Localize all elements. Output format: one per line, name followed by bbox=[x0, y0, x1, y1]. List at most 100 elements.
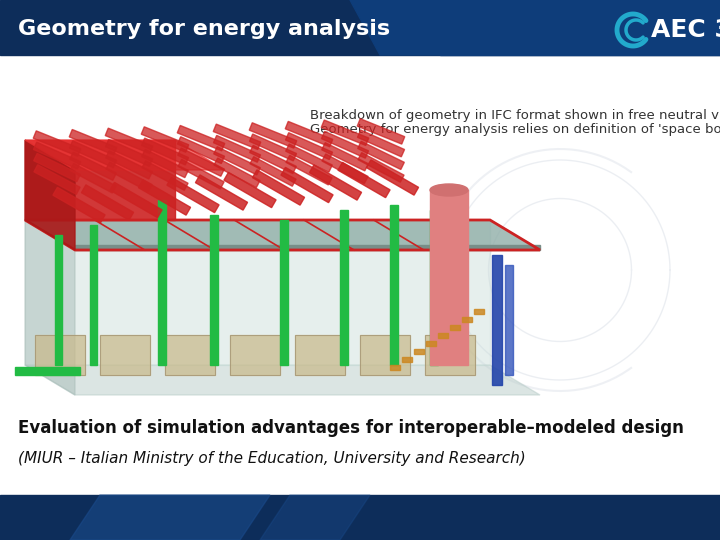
Polygon shape bbox=[33, 142, 81, 169]
Polygon shape bbox=[81, 185, 134, 220]
Bar bbox=[55, 235, 62, 365]
Bar bbox=[230, 335, 280, 375]
Bar bbox=[210, 215, 218, 365]
Polygon shape bbox=[25, 220, 540, 250]
Polygon shape bbox=[70, 152, 117, 180]
Polygon shape bbox=[253, 170, 305, 205]
Bar bbox=[340, 210, 348, 365]
Bar bbox=[158, 200, 166, 365]
Bar bbox=[35, 335, 85, 375]
Polygon shape bbox=[357, 119, 405, 144]
Polygon shape bbox=[350, 0, 500, 55]
Polygon shape bbox=[357, 130, 405, 157]
Polygon shape bbox=[358, 153, 404, 182]
Bar bbox=[35, 335, 85, 375]
Bar bbox=[462, 317, 472, 322]
Text: Geometry for energy analysis relies on definition of 'space boundaries': Geometry for energy analysis relies on d… bbox=[310, 124, 720, 137]
Polygon shape bbox=[250, 145, 297, 173]
Polygon shape bbox=[25, 140, 225, 170]
Polygon shape bbox=[25, 140, 75, 250]
Polygon shape bbox=[110, 183, 162, 218]
Bar bbox=[430, 190, 468, 365]
Polygon shape bbox=[250, 157, 296, 186]
Polygon shape bbox=[321, 120, 369, 145]
Polygon shape bbox=[106, 151, 153, 179]
Text: Geometry for energy analysis: Geometry for energy analysis bbox=[18, 19, 390, 39]
Text: Breakdown of geometry in IFC format shown in free neutral viewer: Breakdown of geometry in IFC format show… bbox=[310, 109, 720, 122]
Bar bbox=[440, 0, 720, 55]
Bar bbox=[430, 210, 438, 365]
Bar bbox=[505, 265, 513, 375]
Bar bbox=[165, 335, 215, 375]
Polygon shape bbox=[33, 131, 81, 156]
Bar bbox=[15, 367, 80, 375]
Polygon shape bbox=[25, 220, 75, 395]
Bar bbox=[360, 335, 410, 375]
Polygon shape bbox=[34, 165, 80, 194]
Polygon shape bbox=[142, 150, 189, 178]
Polygon shape bbox=[322, 143, 369, 171]
Polygon shape bbox=[224, 172, 276, 208]
Polygon shape bbox=[214, 158, 260, 187]
Polygon shape bbox=[69, 130, 117, 155]
Bar bbox=[295, 335, 345, 375]
Bar bbox=[414, 349, 424, 354]
Polygon shape bbox=[322, 154, 368, 184]
Bar bbox=[438, 333, 448, 338]
Polygon shape bbox=[358, 141, 405, 170]
Text: Evaluation of simulation advantages for interoperable–modeled design: Evaluation of simulation advantages for … bbox=[18, 419, 684, 437]
Bar bbox=[0, 0, 720, 55]
Bar bbox=[230, 335, 280, 375]
Text: (MIUR – Italian Ministry of the Education, University and Research): (MIUR – Italian Ministry of the Educatio… bbox=[18, 450, 526, 465]
Polygon shape bbox=[286, 156, 332, 185]
Bar bbox=[295, 335, 345, 375]
Bar bbox=[100, 335, 150, 375]
Bar bbox=[390, 365, 400, 370]
Bar bbox=[425, 335, 475, 375]
Polygon shape bbox=[70, 164, 116, 193]
Bar bbox=[165, 335, 215, 375]
Polygon shape bbox=[281, 167, 333, 202]
Polygon shape bbox=[338, 163, 390, 198]
Polygon shape bbox=[178, 148, 225, 176]
Polygon shape bbox=[34, 153, 81, 181]
Bar bbox=[90, 225, 97, 365]
Bar bbox=[492, 255, 502, 385]
Polygon shape bbox=[106, 162, 152, 192]
Polygon shape bbox=[195, 175, 248, 210]
Polygon shape bbox=[141, 138, 189, 165]
Polygon shape bbox=[214, 147, 261, 175]
Polygon shape bbox=[260, 495, 370, 540]
Text: AEC 3: AEC 3 bbox=[651, 18, 720, 42]
Polygon shape bbox=[141, 127, 189, 152]
Bar bbox=[280, 220, 288, 365]
Polygon shape bbox=[366, 160, 418, 195]
Bar bbox=[390, 205, 398, 365]
Polygon shape bbox=[178, 159, 224, 189]
Bar bbox=[360, 335, 410, 375]
Polygon shape bbox=[177, 137, 225, 164]
Bar bbox=[425, 335, 475, 375]
Bar bbox=[474, 309, 484, 314]
Polygon shape bbox=[25, 140, 175, 220]
Polygon shape bbox=[321, 131, 369, 158]
Polygon shape bbox=[213, 124, 261, 150]
Polygon shape bbox=[70, 495, 270, 540]
Polygon shape bbox=[142, 161, 188, 190]
Polygon shape bbox=[105, 139, 153, 166]
Polygon shape bbox=[105, 128, 153, 153]
Bar bbox=[426, 341, 436, 346]
Polygon shape bbox=[285, 133, 333, 159]
Polygon shape bbox=[213, 136, 261, 162]
Polygon shape bbox=[53, 187, 105, 222]
Polygon shape bbox=[310, 165, 361, 200]
Polygon shape bbox=[25, 220, 490, 365]
Bar bbox=[0, 495, 720, 540]
Ellipse shape bbox=[430, 184, 468, 196]
Polygon shape bbox=[167, 177, 219, 213]
Polygon shape bbox=[75, 245, 540, 250]
Polygon shape bbox=[249, 134, 297, 161]
Polygon shape bbox=[177, 125, 225, 151]
Polygon shape bbox=[285, 122, 333, 147]
Bar bbox=[402, 357, 412, 362]
